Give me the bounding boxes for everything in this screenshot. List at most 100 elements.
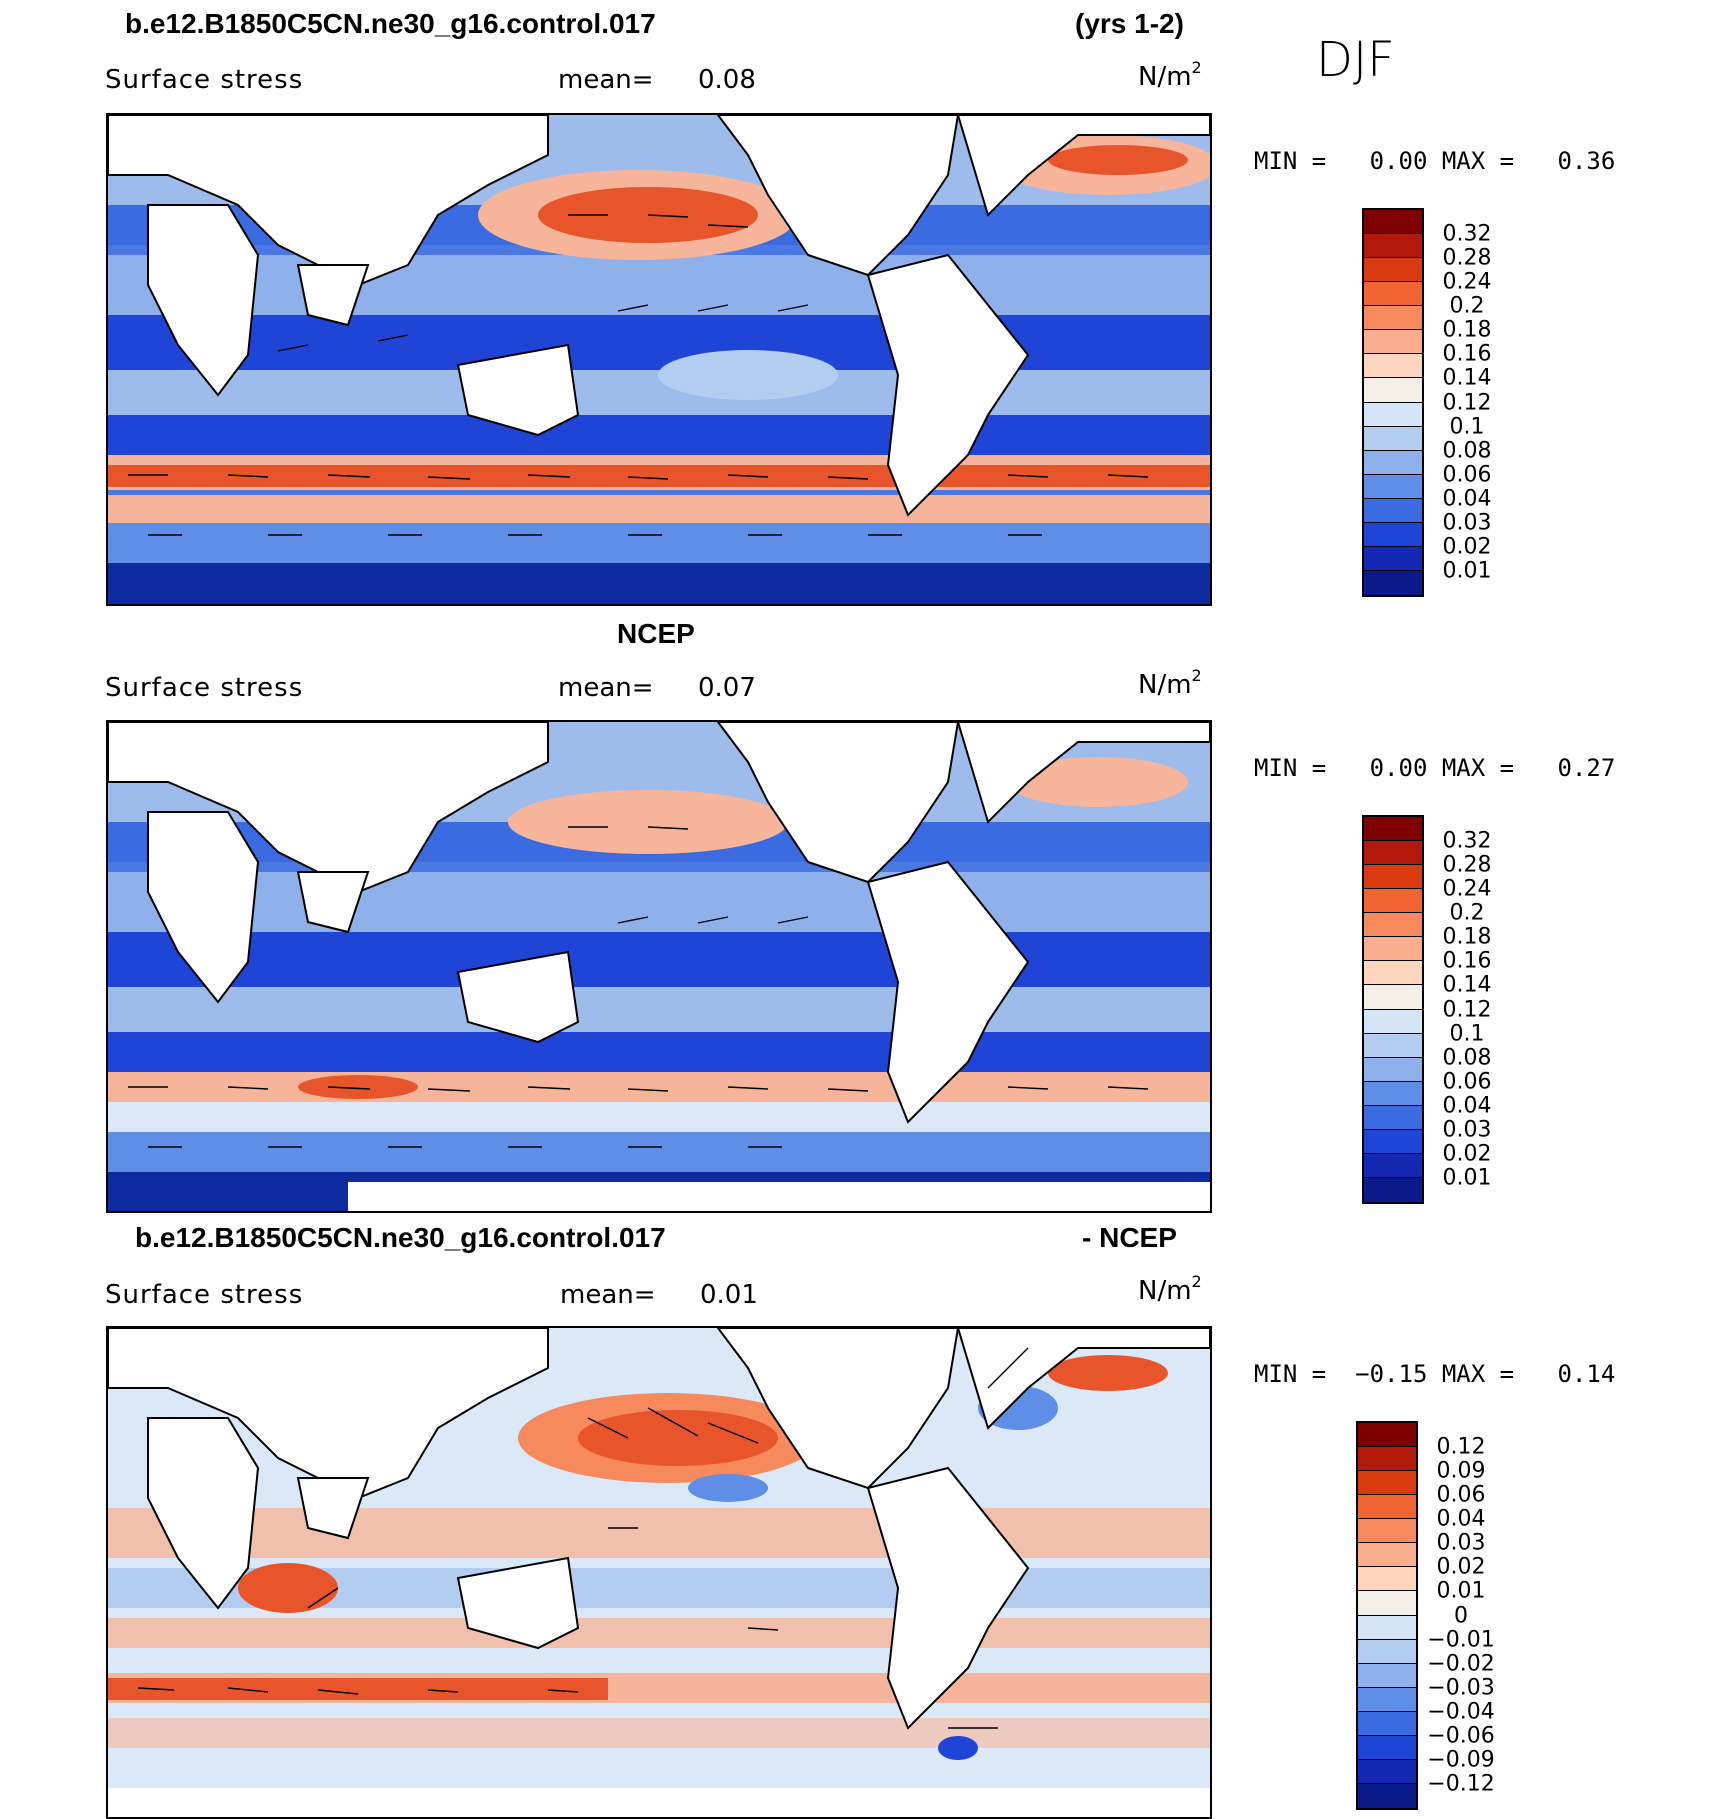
colorbar-swatch <box>1364 426 1422 451</box>
colorbar-tick-label: 0.08 <box>1442 438 1492 464</box>
colorbar-tick-label: 0.01 <box>1442 558 1492 584</box>
colorbar-tick-label: 0.32 <box>1442 221 1492 247</box>
colorbar-tick-label: −0.03 <box>1427 1675 1495 1701</box>
colorbar-swatch <box>1364 306 1422 331</box>
colorbar-swatch <box>1364 1105 1422 1130</box>
colorbar-tick-label: −0.06 <box>1427 1723 1495 1749</box>
colorbar-swatch <box>1358 1567 1416 1592</box>
colorbar-swatch <box>1358 1687 1416 1712</box>
colorbar-tick-label: −0.09 <box>1427 1747 1495 1773</box>
colorbar-swatch <box>1358 1591 1416 1616</box>
colorbar-swatch <box>1364 522 1422 547</box>
colorbar-swatch <box>1364 570 1422 595</box>
panel3-colorbar <box>1356 1421 1418 1810</box>
colorbar-swatch <box>1364 498 1422 523</box>
panel3-wind-vectors <box>137 1347 1029 1729</box>
colorbar-tick-label: 0.08 <box>1442 1045 1492 1071</box>
colorbar-swatch <box>1364 913 1422 938</box>
colorbar-swatch <box>1358 1423 1416 1448</box>
colorbar-tick-label: 0.04 <box>1436 1506 1486 1532</box>
colorbar-tick-label: 0.2 <box>1449 900 1485 926</box>
colorbar-swatch <box>1364 1009 1422 1034</box>
panel3-minmax: MIN = −0.15 MAX = 0.14 <box>1254 1360 1616 1388</box>
colorbar-tick-label: 0.04 <box>1442 1093 1492 1119</box>
colorbar-tick-label: −0.04 <box>1427 1699 1495 1725</box>
panel2-map <box>106 720 1212 1213</box>
colorbar-tick-label: 0.16 <box>1442 341 1492 367</box>
panel3-mean-label: mean= <box>560 1280 656 1310</box>
colorbar-swatch <box>1364 889 1422 914</box>
panel3-land <box>108 1328 1210 1817</box>
colorbar-swatch <box>1364 282 1422 307</box>
panel3-variable-label: Surface stress <box>105 1280 304 1310</box>
colorbar-tick-label: −0.01 <box>1427 1627 1495 1653</box>
colorbar-swatch <box>1364 258 1422 283</box>
colorbar-swatch <box>1364 1033 1422 1058</box>
colorbar-swatch <box>1358 1447 1416 1472</box>
panel3-map-svg <box>108 1328 1210 1817</box>
colorbar-tick-label: 0.03 <box>1442 510 1492 536</box>
panel1-minmax: MIN = 0.00 MAX = 0.36 <box>1254 147 1616 175</box>
colorbar-swatch <box>1358 1519 1416 1544</box>
panel1-mean-value: 0.08 <box>698 65 756 95</box>
colorbar-swatch <box>1364 450 1422 475</box>
colorbar-swatch <box>1364 1129 1422 1154</box>
panel2-land <box>108 722 1210 1211</box>
panel2-mean-value: 0.07 <box>698 673 756 703</box>
colorbar-swatch <box>1364 330 1422 355</box>
colorbar-swatch <box>1358 1735 1416 1760</box>
colorbar-tick-label: 0.24 <box>1442 269 1492 295</box>
colorbar-tick-label: 0.12 <box>1436 1434 1486 1460</box>
colorbar-tick-label: 0.09 <box>1436 1458 1486 1484</box>
colorbar-tick-label: 0.02 <box>1436 1554 1486 1580</box>
colorbar-swatch <box>1364 865 1422 890</box>
colorbar-tick-label: 0.28 <box>1442 245 1492 271</box>
years-label: (yrs 1-2) <box>1075 8 1184 39</box>
colorbar-swatch <box>1364 1057 1422 1082</box>
colorbar-swatch <box>1358 1759 1416 1784</box>
colorbar-tick-label: −0.12 <box>1427 1771 1495 1797</box>
colorbar-tick-label: 0.14 <box>1442 972 1492 998</box>
panel2-colorbar <box>1362 815 1424 1204</box>
season-label: DJF <box>1316 32 1395 88</box>
colorbar-swatch <box>1358 1783 1416 1808</box>
case-title: b.e12.B1850C5CN.ne30_g16.control.017 <box>125 8 656 39</box>
colorbar-swatch <box>1364 817 1422 842</box>
colorbar-swatch <box>1364 961 1422 986</box>
colorbar-tick-label: 0.1 <box>1449 414 1485 440</box>
panel1-map-svg <box>108 115 1210 604</box>
colorbar-tick-label: 0.16 <box>1442 948 1492 974</box>
colorbar-tick-label: 0.03 <box>1436 1530 1486 1556</box>
colorbar-tick-label: 0.24 <box>1442 876 1492 902</box>
colorbar-swatch <box>1364 841 1422 866</box>
panel1-mean-label: mean= <box>558 65 654 95</box>
colorbar-tick-label: 0.1 <box>1449 1021 1485 1047</box>
colorbar-swatch <box>1364 210 1422 235</box>
colorbar-swatch <box>1364 474 1422 499</box>
colorbar-swatch <box>1358 1471 1416 1496</box>
colorbar-tick-label: 0.06 <box>1442 462 1492 488</box>
colorbar-tick-label: 0.2 <box>1449 293 1485 319</box>
colorbar-tick-label: 0.01 <box>1442 1165 1492 1191</box>
colorbar-swatch <box>1364 234 1422 259</box>
colorbar-swatch <box>1364 354 1422 379</box>
panel2-map-svg <box>108 722 1210 1211</box>
colorbar-swatch <box>1364 1177 1422 1202</box>
panel1-land <box>108 115 1210 517</box>
colorbar-tick-label: 0.01 <box>1436 1578 1486 1604</box>
panel3-mean-value: 0.01 <box>700 1280 758 1310</box>
colorbar-swatch <box>1364 546 1422 571</box>
panel3-units: N/m2 <box>1138 1272 1202 1306</box>
colorbar-tick-label: 0.06 <box>1442 1069 1492 1095</box>
panel3-map <box>106 1326 1212 1819</box>
panel1-map <box>106 113 1212 606</box>
colorbar-tick-label: 0.06 <box>1436 1482 1486 1508</box>
colorbar-swatch <box>1358 1543 1416 1568</box>
colorbar-swatch <box>1358 1615 1416 1640</box>
colorbar-tick-label: 0.28 <box>1442 852 1492 878</box>
panel2-wind-vectors <box>128 826 1149 1148</box>
colorbar-tick-label: 0 <box>1454 1603 1468 1628</box>
colorbar-swatch <box>1364 378 1422 403</box>
colorbar-swatch <box>1364 985 1422 1010</box>
panel1-wind-vectors <box>128 214 1149 536</box>
